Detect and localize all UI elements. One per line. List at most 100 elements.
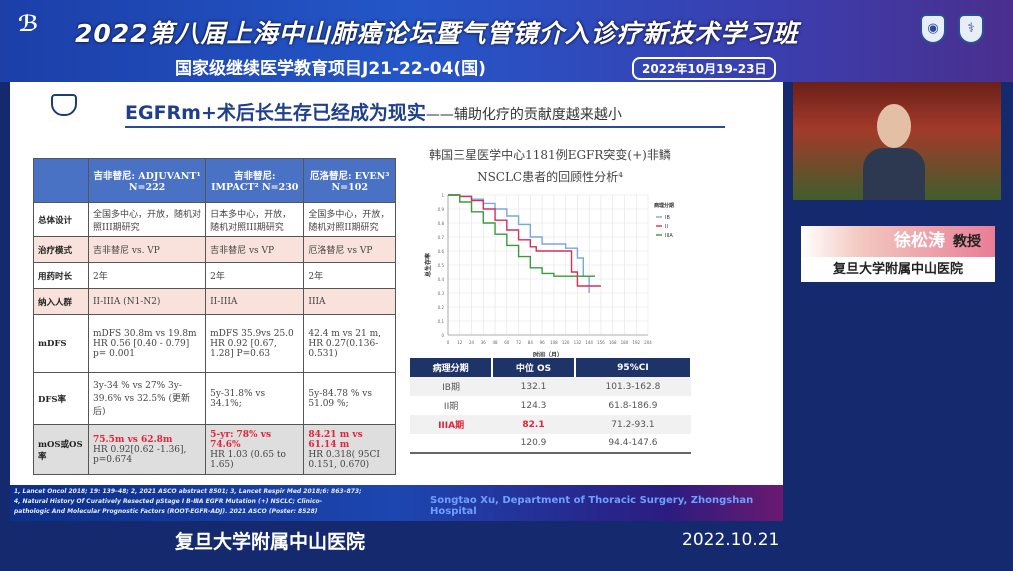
x-tick-label: 168 [609, 340, 617, 345]
medical-badge-icon: ⚕ [958, 14, 984, 44]
speaker-figure [863, 104, 925, 200]
banner-title: 2022第八届上海中山肺癌论坛暨气管镜介入诊疗新技术学习班 [75, 19, 799, 48]
os-cell: 132.1 [492, 377, 575, 396]
y-tick-label: 0.8 [438, 221, 445, 226]
legend-label: II [665, 224, 668, 230]
x-tick-label: 192 [632, 340, 640, 345]
x-tick-label: 72 [516, 340, 522, 345]
x-tick-label: 12 [457, 340, 463, 345]
os-table: 病理分期 中位 OS 95%CI IB期 132.1 101.3-162.8 II期 124… [410, 358, 693, 454]
x-tick-label: 36 [481, 340, 487, 345]
row-label: 纳入人群 [33, 288, 89, 315]
table-cell: 日本多中心，开放，随机对照III期研究 [205, 202, 305, 237]
os-row: 120.9 94.4-147.6 [410, 434, 691, 454]
cell-text: 5y-31.8% vs 34.1%; [210, 388, 266, 409]
cell-text: 吉非替尼 vs VP [210, 246, 275, 256]
table-header: 吉非替尼: ADJUVANT¹ N=222 [87, 158, 207, 203]
y-tick-label: 0.2 [438, 305, 445, 310]
trials-table: 吉非替尼: ADJUVANT¹ N=222 吉非替尼: IMPACT² N=230… [33, 158, 396, 475]
y-tick-label: 0.1 [438, 319, 445, 324]
y-tick-label: 0 [441, 333, 444, 338]
speaker-title: 教授 [953, 234, 981, 250]
table-cell: 5y-84.78 % vs 51.09 %; [303, 372, 396, 425]
survival-curve-IIIA [448, 194, 596, 277]
y-tick-label: 0.6 [438, 249, 445, 254]
os-cell: 61.8-186.9 [608, 400, 658, 411]
caption-date: 2022.10.21 [682, 530, 780, 550]
table-cell: 2年 [87, 262, 207, 289]
slide-footer: 1, Lancet Oncol 2018; 19: 139–48; 2, 202… [10, 485, 783, 521]
slide-title: EGFRm+术后长生存已经成为现实——辅助化疗的贡献度越来越小 [125, 102, 622, 124]
table-cell: 5y-31.8% vs 34.1%; [205, 372, 305, 425]
table-cell: 42.4 m vs 21 m, HR 0.27(0.136-0.531) [303, 314, 396, 373]
cell-text: 2年 [210, 272, 225, 282]
os-cell: IB期 [410, 377, 493, 396]
x-axis-label: 时间（月） [533, 351, 563, 357]
cell-text: HR 1.03 (0.65 to 1.65) [210, 449, 286, 470]
table-cell: 5-yr: 78% vs 74.6% HR 1.03 (0.65 to 1.65) [205, 424, 305, 475]
os-cell: 82.1 [492, 415, 575, 434]
cell-text: 2年 [308, 272, 324, 282]
x-tick-label: 204 [644, 340, 652, 345]
row-label: 用药时长 [33, 262, 89, 289]
y-tick-label: 0.3 [438, 291, 445, 296]
table-header: 厄洛替尼: EVEN³ N=102 [303, 158, 396, 203]
km-survival-chart: 0 0.1 0.2 0.3 0.4 0.5 0.6 0.7 0.8 0.9 1 0 12 24 36 48 60… [424, 193, 674, 357]
speaker-video [793, 82, 1001, 200]
cell-text: 吉非替尼 vs. VP [93, 246, 160, 256]
os-row: II期 124.3 61.8-186.9 [410, 396, 691, 415]
table-header: 吉非替尼: IMPACT² N=230 [205, 158, 305, 203]
cell-text: 厄洛替尼 vs VP [308, 246, 373, 256]
row-label: DFS率 [33, 372, 89, 425]
x-tick-label: 132 [574, 340, 582, 345]
cell-text: II-IIIA [210, 296, 238, 307]
table-cell: IIIA [303, 288, 396, 315]
cell-text: HR 0.92[0.62 -1.36], p=0.674 [93, 444, 187, 465]
x-tick-label: 144 [585, 340, 593, 345]
cell-text: II-IIIA (N1-N2) [93, 296, 161, 307]
y-tick-label: 0.9 [438, 207, 445, 212]
banner: ℬ 2022第八届上海中山肺癌论坛暨气管镜介入诊疗新技术学习班 国家级继续医学教… [0, 0, 1013, 82]
legend-title: 病理分期 [654, 202, 674, 209]
row-label: mDFS [33, 314, 89, 373]
os-header: 95%CI [574, 358, 693, 377]
zhongshan-logo [44, 94, 84, 130]
table-cell: 75.5m vs 62.8m HR 0.92[0.62 -1.36], p=0.6… [87, 424, 207, 475]
os-cell: 120.9 [492, 434, 575, 454]
cell-text: 5y-84.78 % vs 51.09 %; [308, 388, 372, 409]
table-cell: 厄洛替尼 vs VP [303, 236, 396, 263]
x-tick-label: 48 [493, 340, 499, 345]
x-tick-label: 84 [528, 340, 534, 345]
banner-subtitle: 国家级继续医学教育项目J21-22-04(国) [175, 59, 486, 79]
table-cell: 2年 [205, 262, 305, 289]
x-tick-label: 60 [504, 340, 510, 345]
highlight-value: 75.5m vs 62.8m [93, 434, 173, 445]
row-label: 总体设计 [33, 202, 89, 237]
x-tick-label: 96 [540, 340, 546, 345]
table-cell: 3y-34 % vs 27% 3y-39.6% vs 32.5% (更新后) [87, 372, 207, 425]
speaker-namecard: 徐松涛 教授 复旦大学附属中山医院 [801, 226, 995, 282]
os-header: 病理分期 [410, 358, 494, 377]
highlight-value: 5-yr: 78% vs 74.6% [210, 429, 272, 450]
table-cell: 全国多中心，开放，随机对照III期研究 [87, 202, 207, 237]
table-row: 纳入人群 II-IIIA (N1-N2) II-IIIA IIIA [33, 288, 396, 315]
table-header [33, 158, 89, 203]
cell-text: IIIA [308, 296, 326, 307]
os-cell: 124.3 [520, 400, 547, 411]
forum-logo: ℬ [18, 12, 39, 37]
table-row: 总体设计 全国多中心，开放，随机对照III期研究 日本多中心，开放，随机对照III期… [33, 202, 396, 237]
chart-title: 韩国三星医学中心1181例EGFR突变(+)非鳞NSCLC患者的回顾性分析⁴ [429, 148, 671, 184]
os-cell: II期 [443, 402, 459, 412]
y-tick-label: 0.7 [438, 235, 445, 240]
hospital-badge-icon: ◉ [920, 14, 946, 44]
row-label: 治疗模式 [33, 236, 89, 263]
slide: EGFRm+术后长生存已经成为现实——辅助化疗的贡献度越来越小 吉非替尼: AD… [10, 82, 783, 521]
row-label: mOS或OS率 [33, 424, 89, 475]
os-cell [410, 434, 493, 454]
references: 1, Lancet Oncol 2018; 19: 139–48; 2, 202… [14, 488, 362, 515]
y-tick-label: 0.5 [438, 263, 445, 268]
cell-text: 全国多中心，开放，随机对照III期研究 [93, 209, 202, 233]
table-cell: mDFS 30.8m vs 19.8m HR 0.56 [0.40 - 0.79… [87, 314, 207, 373]
legend-label: IIIA [665, 233, 673, 239]
author-credit: Songtao Xu, Department of Thoracic Surge… [430, 495, 754, 517]
